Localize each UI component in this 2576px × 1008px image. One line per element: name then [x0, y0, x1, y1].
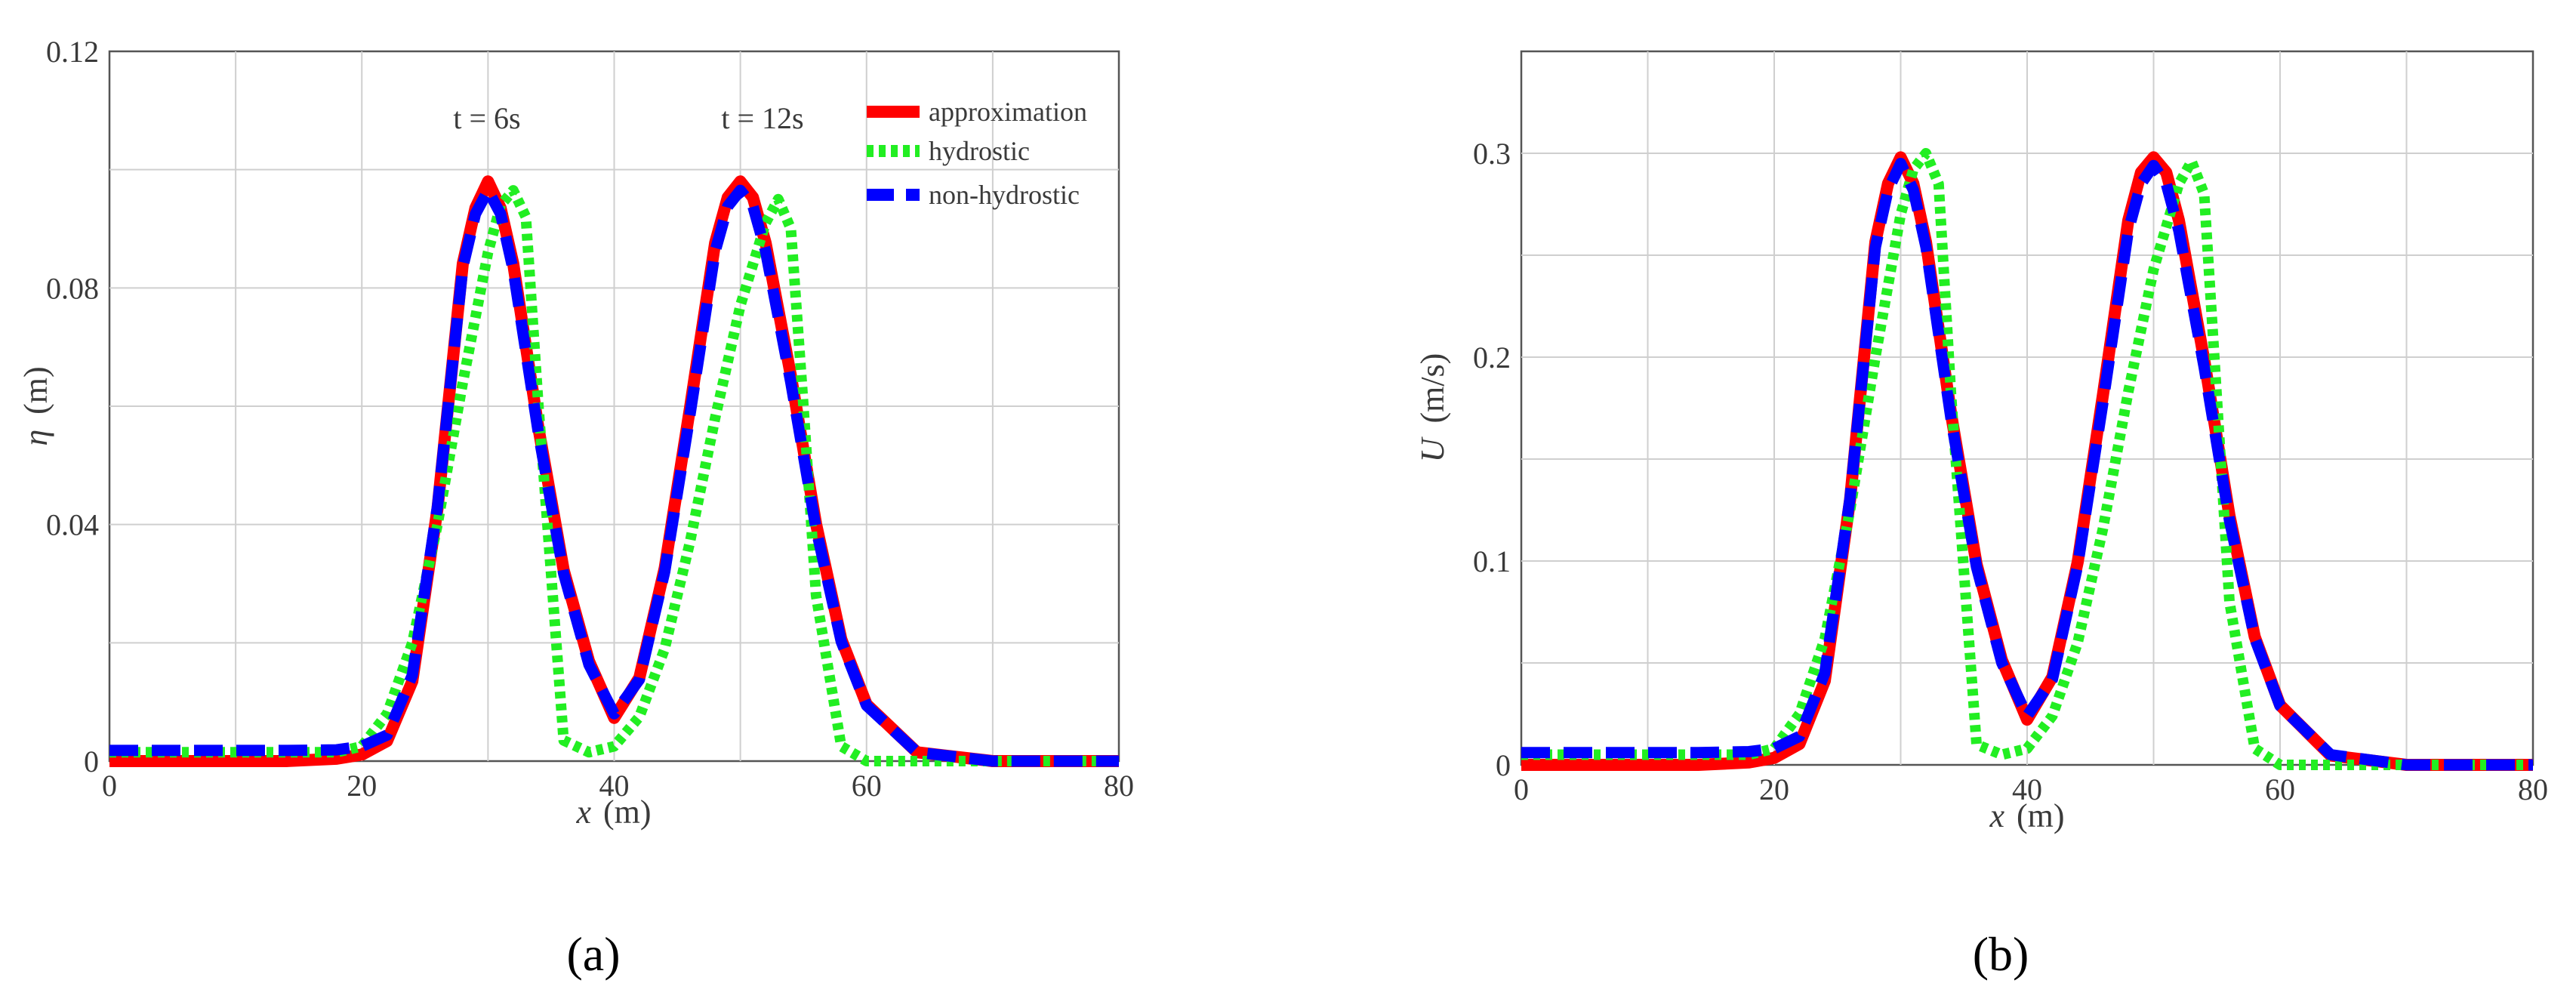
y-tick-label: 0.08	[46, 271, 99, 305]
y-tick-label: 0.1	[1473, 544, 1511, 578]
y-tick-label: 0.2	[1473, 341, 1511, 375]
annotation-t12: t = 12s	[721, 101, 803, 135]
x-tick-label: 40	[2012, 772, 2042, 806]
legend-label-non-hydrostic: non-hydrostic	[929, 180, 1080, 210]
x-axis-unit: (m)	[2017, 797, 2065, 834]
series-layer	[109, 175, 1119, 767]
panel-b: 0 20 40 60 80 0 0.1 0.2 0.3 x (m) U (m/s) (b)	[1414, 50, 2548, 981]
x-axis-label: x (m)	[575, 794, 651, 831]
series-line-non-hydrostic	[1521, 158, 2533, 771]
y-axis-unit: (m)	[17, 366, 54, 415]
annotation-t6: t = 6s	[453, 101, 520, 135]
x-tick-label: 60	[852, 769, 882, 803]
y-tick-label: 0.12	[46, 35, 99, 69]
y-tick-labels: 0 0.1 0.2 0.3	[1473, 137, 1511, 782]
gridlines	[109, 51, 1119, 761]
y-tick-label: 0.3	[1473, 137, 1511, 171]
legend-label-hydrostic: hydrostic	[929, 136, 1030, 166]
panel-a: 0 20 40 60 80 0 0.04 0.08 0.12 t = 6s t = 12s a…	[17, 35, 1134, 981]
x-tick-label: 20	[1759, 772, 1789, 806]
y-tick-label: 0.04	[46, 508, 99, 542]
x-axis-symbol: x	[575, 794, 591, 831]
legend: approximation hydrostic non-hydrostic	[867, 97, 1087, 210]
y-axis-label: η (m)	[17, 366, 54, 445]
y-axis-symbol: η	[17, 430, 54, 446]
y-axis-label: U (m/s)	[1414, 353, 1451, 463]
x-axis-label: x (m)	[1989, 797, 2064, 834]
x-tick-labels: 0 20 40 60 80	[102, 769, 1134, 803]
y-tick-label: 0	[84, 744, 99, 778]
panel-caption: (a)	[566, 927, 620, 981]
x-tick-label: 0	[1514, 772, 1529, 806]
legend-label-approximation: approximation	[929, 97, 1087, 127]
panel-caption: (b)	[1973, 927, 2029, 981]
y-axis-symbol: U	[1414, 436, 1451, 462]
x-axis-unit: (m)	[603, 794, 652, 831]
x-tick-label: 80	[2518, 772, 2548, 806]
series-line-non-hydrostic	[109, 184, 1119, 767]
x-tick-label: 0	[102, 769, 117, 803]
gridlines	[1521, 51, 2533, 765]
x-tick-labels: 0 20 40 60 80	[1514, 772, 2548, 806]
y-axis-unit: (m/s)	[1414, 353, 1451, 424]
series-layer	[1521, 148, 2533, 771]
x-axis-symbol: x	[1989, 797, 2004, 834]
x-tick-label: 40	[599, 769, 630, 803]
y-tick-label: 0	[1496, 748, 1511, 782]
x-tick-label: 60	[2265, 772, 2295, 806]
y-tick-labels: 0 0.04 0.08 0.12	[46, 35, 99, 778]
series-line-hydrostic	[109, 185, 1119, 766]
x-tick-label: 20	[347, 769, 377, 803]
x-tick-label: 80	[1104, 769, 1134, 803]
